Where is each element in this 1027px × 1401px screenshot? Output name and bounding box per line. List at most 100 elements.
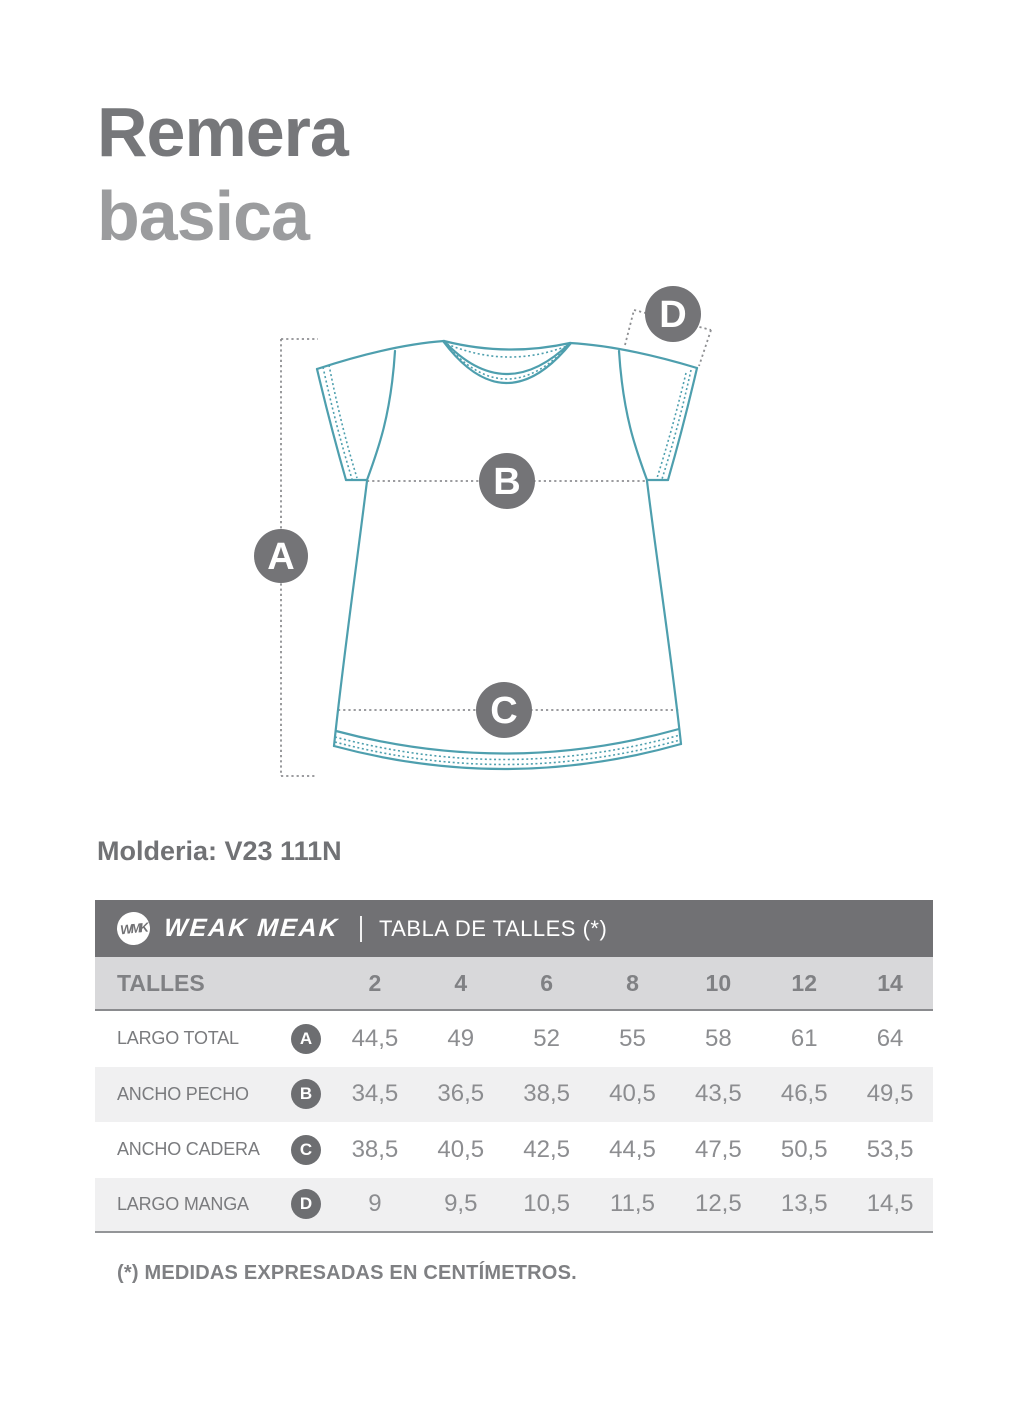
left-body-side xyxy=(332,479,369,748)
hem-band-top xyxy=(334,727,681,755)
size-column-header: 10 xyxy=(705,969,732,996)
value-cell: 38,5 xyxy=(351,1135,399,1163)
size-column-header: 4 xyxy=(454,969,468,996)
size-table: WMK WEAK MEAK TABLA DE TALLES (*) TALLES… xyxy=(95,900,933,1233)
size-column-header: 12 xyxy=(791,969,817,996)
row-label-text: ANCHO CADERA xyxy=(117,1139,260,1160)
row-badge-d: D xyxy=(291,1189,321,1220)
hem-stitch-2 xyxy=(334,739,681,766)
measure-line-d-tick2 xyxy=(698,329,712,367)
value-cell: 36,5 xyxy=(437,1080,485,1108)
hem-stitch-1 xyxy=(334,734,681,761)
value-cell: 49 xyxy=(447,1024,475,1052)
brand-monogram: WMK xyxy=(119,919,148,938)
value-cell: 9 xyxy=(368,1190,382,1218)
value-cell: 43,5 xyxy=(694,1080,742,1108)
row-badge-b: B xyxy=(291,1079,321,1110)
value-cell: 10,5 xyxy=(523,1190,570,1218)
value-cell: 50,5 xyxy=(780,1135,828,1163)
value-cell: 11,5 xyxy=(610,1190,655,1218)
size-column-header: 14 xyxy=(877,969,903,996)
value-cell: 55 xyxy=(619,1024,646,1052)
table-header-title: TABLA DE TALLES (*) xyxy=(378,915,608,941)
marker-b-label: B xyxy=(493,461,520,503)
table-header-bar: WMK WEAK MEAK TABLA DE TALLES (*) xyxy=(95,900,933,957)
molderia-text: Molderia: V23 111N xyxy=(97,836,342,866)
marker-c-circle xyxy=(476,682,532,738)
measurement-row-ancho-cadera: ANCHO CADERA C 38,5 40,5 42,5 44,5 47,5 … xyxy=(95,1122,933,1178)
value-cell: 13,5 xyxy=(780,1190,828,1218)
value-cell: 53,5 xyxy=(866,1135,914,1163)
row-label: ANCHO PECHO B xyxy=(95,1079,332,1110)
brand-logo-icon: WMK xyxy=(115,910,152,947)
left-armhole xyxy=(365,349,397,482)
row-label-text: ANCHO PECHO xyxy=(117,1083,249,1104)
page-title: Remera basica xyxy=(97,90,349,258)
row-label: ANCHO CADERA C xyxy=(95,1134,332,1165)
tshirt-measurement-diagram: A B C D xyxy=(250,270,720,810)
right-body-side xyxy=(645,479,683,746)
tshirt-diagram-svg: A B C D xyxy=(254,286,712,777)
value-cell: 9,5 xyxy=(444,1190,478,1218)
value-cell: 34,5 xyxy=(351,1080,399,1108)
value-cell: 47,5 xyxy=(694,1135,742,1163)
value-cell: 14,5 xyxy=(866,1190,914,1218)
value-cell: 58 xyxy=(705,1024,732,1052)
measurement-row-ancho-pecho: ANCHO PECHO B 34,5 36,5 38,5 40,5 43,5 4… xyxy=(95,1066,933,1122)
marker-a-label: A xyxy=(267,536,294,578)
row-badge-c: C xyxy=(291,1134,321,1165)
value-cell: 38,5 xyxy=(523,1080,570,1108)
right-sleeve-outer xyxy=(666,366,699,482)
right-shoulder xyxy=(568,341,699,370)
value-cell: 46,5 xyxy=(780,1080,828,1108)
value-cell: 49,5 xyxy=(866,1080,914,1108)
collar-outer-edge xyxy=(441,339,573,385)
value-cell: 40,5 xyxy=(437,1135,485,1163)
value-cell: 52 xyxy=(533,1024,560,1052)
right-armhole xyxy=(617,349,649,482)
row-label: LARGO TOTAL A xyxy=(95,1023,332,1054)
right-sleeve-trim-stitch-1 xyxy=(661,369,692,480)
measurement-row-largo-total: LARGO TOTAL A 44,5 49 52 55 58 61 64 xyxy=(95,1011,933,1067)
size-column-header: 6 xyxy=(540,969,554,996)
hem-outer-edge xyxy=(332,742,683,771)
row-label-text: LARGO TOTAL xyxy=(117,1028,239,1049)
size-column-header: 8 xyxy=(626,969,639,996)
marker-b-circle xyxy=(479,453,535,509)
title-line-1: Remera xyxy=(97,93,349,171)
measure-line-d-tick1 xyxy=(624,309,635,346)
collar-stitch-top xyxy=(446,343,568,358)
row-label-text: LARGO MANGA xyxy=(117,1193,249,1214)
brand-name: WEAK MEAK xyxy=(163,914,340,942)
measurement-row-largo-manga: LARGO MANGA D 9 9,5 10,5 11,5 12,5 13,5 … xyxy=(95,1177,933,1233)
size-column-header: 2 xyxy=(368,969,382,996)
footnote: (*) MEDIDAS EXPRESADAS EN CENTÍMETROS. xyxy=(117,1262,577,1284)
left-sleeve-trim-stitch-1 xyxy=(322,366,353,480)
title-line-2: basica xyxy=(97,177,310,255)
header-divider xyxy=(359,915,362,942)
stitch-details xyxy=(322,341,692,766)
row-label: LARGO MANGA D xyxy=(95,1189,332,1220)
value-cell: 40,5 xyxy=(609,1080,656,1108)
collar-stitch-bottom xyxy=(443,341,571,380)
collar-top-edge xyxy=(442,339,572,351)
left-sleeve-outer xyxy=(315,367,348,482)
collar-inner-edge xyxy=(442,339,572,375)
sizes-header-row: TALLES 2 4 6 8 10 12 14 xyxy=(95,957,933,1011)
row-badge-a: A xyxy=(291,1023,321,1054)
left-shoulder xyxy=(315,339,446,371)
value-cell: 61 xyxy=(790,1024,818,1052)
value-cell: 44,5 xyxy=(609,1135,656,1163)
value-cell: 44,5 xyxy=(351,1024,399,1052)
tshirt-outline xyxy=(315,339,699,771)
left-sleeve-trim-stitch-2 xyxy=(328,364,358,479)
marker-d-circle xyxy=(645,286,701,342)
value-cell: 64 xyxy=(876,1024,904,1052)
marker-c-label: C xyxy=(490,690,517,732)
marker-a-circle xyxy=(254,529,308,583)
marker-d-label: D xyxy=(659,294,686,336)
value-cell: 42,5 xyxy=(523,1135,570,1163)
value-cell: 12,5 xyxy=(694,1190,742,1218)
marker-circles xyxy=(254,286,701,738)
